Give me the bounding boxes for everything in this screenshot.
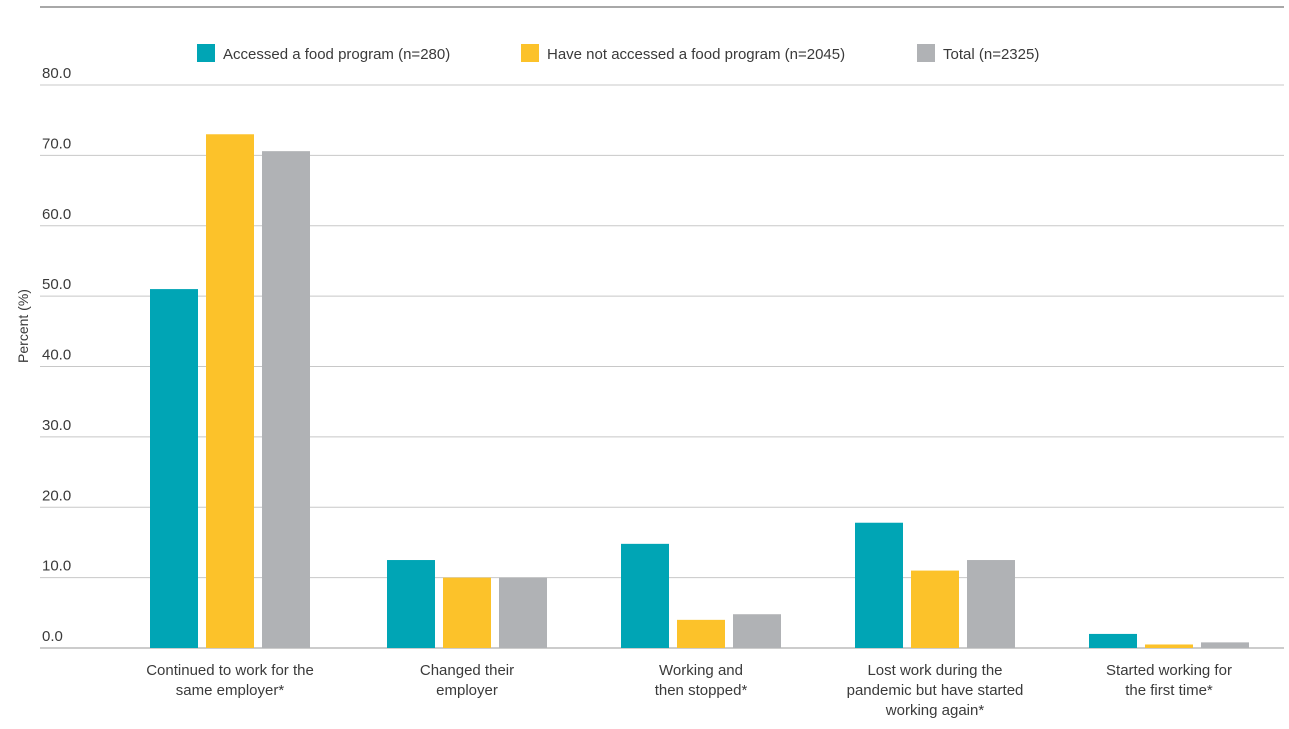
bar xyxy=(443,577,491,648)
x-category-label: employer xyxy=(436,682,498,699)
bar xyxy=(262,151,310,648)
x-category-label: pandemic but have started xyxy=(847,682,1024,699)
y-tick-label: 30.0 xyxy=(42,417,71,434)
x-category-label: same employer* xyxy=(176,682,285,699)
legend-swatch xyxy=(521,44,539,62)
y-tick-label: 60.0 xyxy=(42,206,71,223)
legend-label: Total (n=2325) xyxy=(943,46,1039,63)
y-tick-label: 10.0 xyxy=(42,558,71,575)
x-category-label: Working and xyxy=(659,662,743,679)
bar xyxy=(621,543,669,648)
x-category-label: Lost work during the xyxy=(867,662,1002,679)
x-axis-categories: Continued to work for the same employer* C… xyxy=(146,662,1232,719)
legend-swatch xyxy=(917,44,935,62)
x-category-label: then stopped* xyxy=(655,682,748,699)
y-tick-label: 70.0 xyxy=(42,135,71,152)
bars xyxy=(150,134,1249,648)
bar xyxy=(499,577,547,648)
legend-swatch xyxy=(197,44,215,62)
bar xyxy=(733,614,781,648)
y-tick-label: 0.0 xyxy=(42,628,63,645)
bar xyxy=(1089,633,1137,648)
x-category-label: working again* xyxy=(885,702,985,719)
bar xyxy=(206,134,254,648)
x-category-label: Continued to work for the xyxy=(146,662,314,679)
y-tick-label: 80.0 xyxy=(42,65,71,82)
y-axis-title: Percent (%) xyxy=(15,289,31,363)
x-category-label: Started working for xyxy=(1106,662,1232,679)
x-category-label: the first time* xyxy=(1125,682,1213,699)
bar xyxy=(855,522,903,648)
legend-label: Have not accessed a food program (n=2045… xyxy=(547,46,845,63)
bar xyxy=(967,560,1015,648)
y-tick-label: 50.0 xyxy=(42,276,71,293)
y-tick-label: 40.0 xyxy=(42,347,71,364)
bar xyxy=(911,570,959,648)
x-category-label: Changed their xyxy=(420,662,514,679)
bar xyxy=(677,619,725,648)
y-tick-label: 20.0 xyxy=(42,487,71,504)
legend-label: Accessed a food program (n=280) xyxy=(223,46,450,63)
bar xyxy=(1201,642,1249,648)
y-axis-ticks: 0.0 10.0 20.0 30.0 40.0 50.0 60.0 70.0 80.0 xyxy=(42,65,71,645)
legend: Accessed a food program (n=280) Have not … xyxy=(197,44,1039,63)
bar xyxy=(150,289,198,648)
bar xyxy=(387,560,435,648)
bar xyxy=(1145,644,1193,648)
